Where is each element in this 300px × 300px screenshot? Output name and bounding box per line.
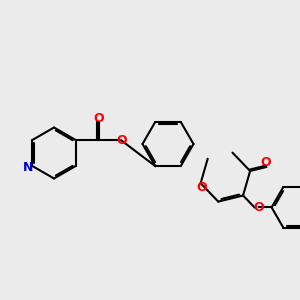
Text: O: O (197, 181, 207, 194)
Text: O: O (93, 112, 104, 125)
Text: O: O (117, 134, 127, 147)
Text: O: O (261, 156, 272, 169)
Text: O: O (253, 201, 264, 214)
Text: N: N (23, 161, 34, 174)
